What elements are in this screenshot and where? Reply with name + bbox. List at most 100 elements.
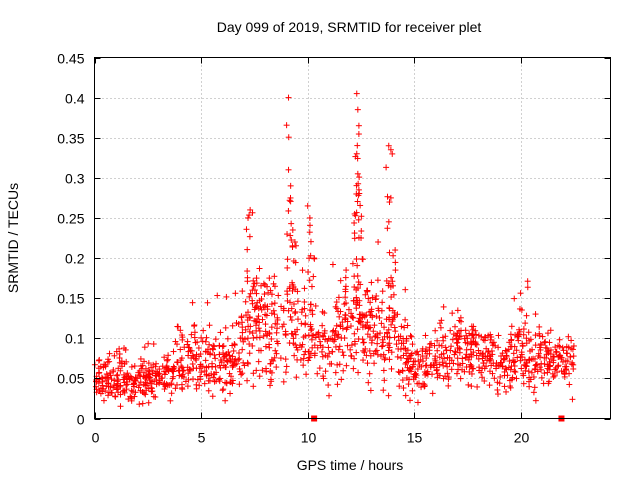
data-point	[394, 311, 401, 318]
data-point	[468, 323, 475, 330]
data-point	[274, 338, 281, 345]
data-point	[355, 369, 362, 376]
data-point	[410, 358, 417, 365]
data-point	[385, 347, 392, 354]
data-point	[262, 311, 269, 318]
x-tick-label: 10	[301, 430, 317, 446]
data-point	[287, 299, 294, 306]
data-point	[268, 335, 275, 342]
data-point	[177, 327, 184, 334]
data-point	[152, 393, 159, 400]
data-point	[217, 357, 224, 364]
data-point	[333, 299, 340, 306]
data-point	[350, 365, 357, 372]
data-point	[452, 323, 459, 330]
data-point	[366, 309, 373, 316]
data-point	[508, 323, 515, 330]
data-point	[239, 335, 246, 342]
data-point	[369, 312, 376, 319]
data-point	[298, 309, 305, 316]
data-point	[283, 122, 290, 129]
data-point	[464, 335, 471, 342]
data-point	[353, 305, 360, 312]
data-point	[230, 362, 237, 369]
data-point	[301, 305, 308, 312]
data-point	[447, 327, 454, 334]
data-point	[445, 382, 452, 389]
data-point	[473, 352, 480, 359]
data-point	[255, 313, 262, 320]
data-point	[402, 360, 409, 367]
data-point	[403, 359, 410, 366]
data-point	[442, 344, 449, 351]
data-point	[353, 294, 360, 301]
data-point	[137, 355, 144, 362]
data-point	[163, 364, 170, 371]
data-point	[194, 376, 201, 383]
data-point	[106, 389, 113, 396]
data-point	[106, 350, 113, 357]
data-point	[293, 374, 300, 381]
data-point	[421, 383, 428, 390]
data-point	[494, 391, 501, 398]
data-point	[258, 306, 265, 313]
data-point	[356, 174, 363, 181]
data-point	[488, 362, 495, 369]
data-point	[246, 350, 253, 357]
data-point	[206, 341, 213, 348]
data-point	[170, 348, 177, 355]
points-layer	[91, 90, 577, 422]
data-point	[120, 376, 127, 383]
data-point	[520, 331, 527, 338]
data-point	[498, 359, 505, 366]
data-point	[347, 323, 354, 330]
data-point	[249, 209, 256, 216]
data-point	[339, 325, 346, 332]
data-point	[472, 341, 479, 348]
data-point	[456, 349, 463, 356]
data-point	[493, 365, 500, 372]
data-point	[246, 341, 253, 348]
data-point	[253, 280, 260, 287]
data-point	[211, 351, 218, 358]
data-point	[332, 369, 339, 376]
data-point	[351, 230, 358, 237]
data-point	[188, 347, 195, 354]
y-axis-label: SRMTID / TECUs	[5, 183, 21, 293]
data-point	[392, 328, 399, 335]
data-point	[302, 312, 309, 319]
data-point	[534, 368, 541, 375]
data-point	[256, 265, 263, 272]
data-point	[422, 332, 429, 339]
data-point	[111, 352, 118, 359]
data-point	[369, 337, 376, 344]
data-point	[284, 297, 291, 304]
data-point	[333, 305, 340, 312]
data-point	[532, 397, 539, 404]
y-tick-label: 0.15	[57, 291, 84, 307]
data-point	[372, 332, 379, 339]
data-point	[401, 324, 408, 331]
x-tick-label: 5	[198, 430, 206, 446]
data-point	[288, 220, 295, 227]
data-point	[409, 387, 416, 394]
data-point	[487, 336, 494, 343]
data-point	[216, 378, 223, 385]
y-tick-label: 0.2	[65, 251, 85, 267]
data-point	[488, 347, 495, 354]
data-point	[113, 382, 120, 389]
data-point	[306, 222, 313, 229]
data-point	[222, 364, 229, 371]
data-point	[318, 348, 325, 355]
data-point	[462, 339, 469, 346]
data-point	[164, 357, 171, 364]
data-point	[385, 142, 392, 149]
data-point	[255, 325, 262, 332]
data-point	[511, 343, 518, 350]
data-point	[246, 293, 253, 300]
data-point	[445, 376, 452, 383]
data-point	[325, 382, 332, 389]
data-point	[536, 323, 543, 330]
data-point	[285, 94, 292, 101]
data-point	[291, 352, 298, 359]
